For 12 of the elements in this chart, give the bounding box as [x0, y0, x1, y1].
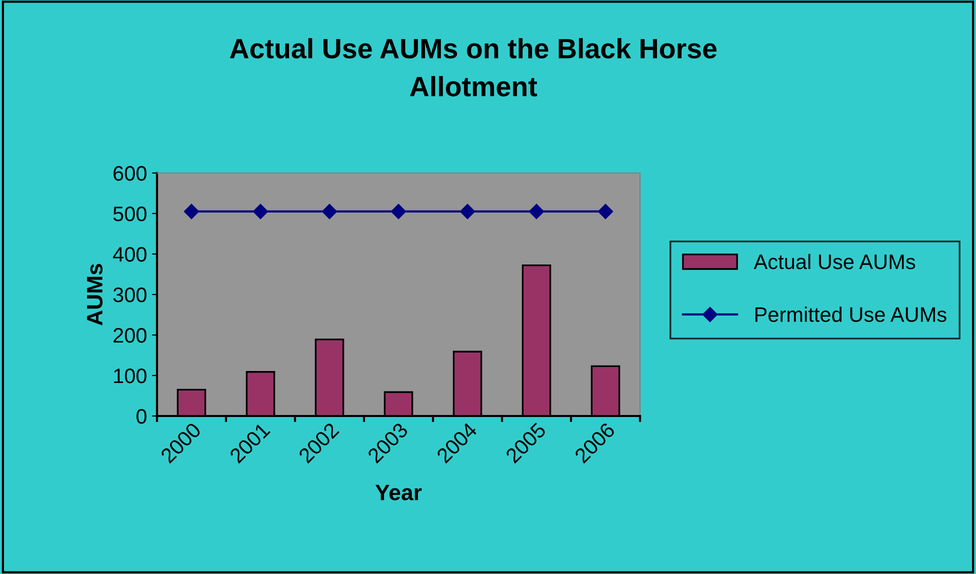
y-axis-title: AUMs	[87, 264, 103, 326]
y-tick-label: 500	[113, 206, 146, 222]
x-axis-title: Year	[375, 484, 422, 500]
y-tick-label: 400	[113, 247, 146, 262]
legend-label: Actual Use AUMs	[754, 254, 916, 270]
y-tick-label: 300	[113, 288, 146, 302]
y-tick-label: 100	[114, 368, 146, 384]
chart-title: Actual Use AUMs on the Black Horse Allotment	[230, 38, 717, 96]
legend-label: Permitted Use AUMs	[755, 306, 946, 322]
y-tick-label: 0	[136, 409, 146, 424]
y-tick-label: 600	[114, 166, 146, 181]
y-tick-label: 200	[114, 328, 146, 343]
